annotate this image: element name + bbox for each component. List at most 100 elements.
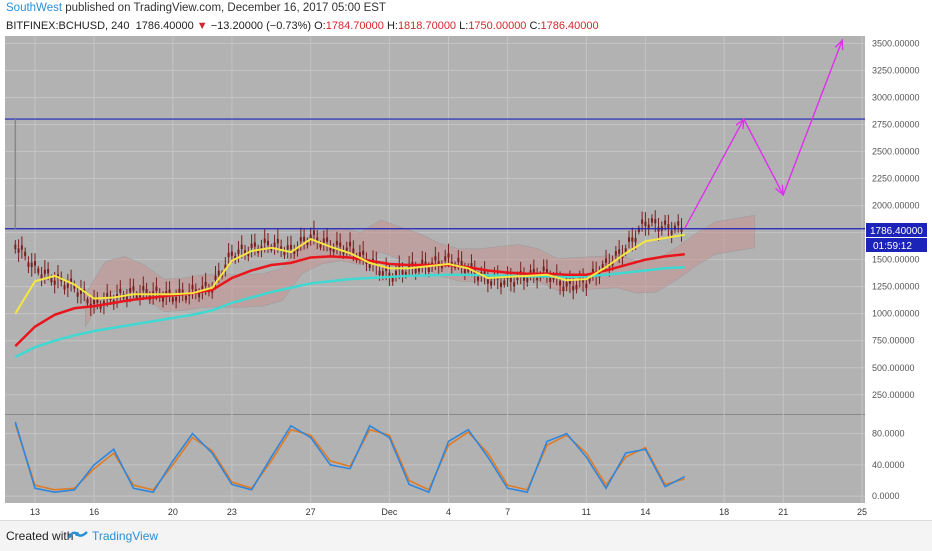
y-tick-label: 3250.00000: [872, 65, 920, 75]
candle-body: [161, 297, 164, 302]
candle-body: [542, 266, 545, 271]
candle-body: [155, 286, 158, 291]
tradingview-link[interactable]: TradingView: [92, 529, 159, 543]
candle-body: [73, 284, 76, 289]
price-badges: 1786.40000 01:59:12: [866, 223, 927, 252]
x-tick-label: 25: [857, 507, 867, 517]
price-panel-bg: [5, 36, 865, 414]
candle-body: [516, 275, 519, 281]
candle-body: [240, 244, 243, 249]
candle-body: [421, 259, 424, 264]
candle-body: [601, 263, 604, 269]
chart-area[interactable]: 250.00000 500.00000 750.00000 1000.00000 125…: [0, 36, 932, 520]
projection-line: [684, 39, 843, 229]
candle-body: [650, 218, 653, 223]
candle-body: [637, 227, 640, 233]
candle-body: [145, 289, 148, 294]
candle-body: [204, 281, 207, 287]
chart-header: SouthWest published on TradingView.com, …: [0, 0, 932, 36]
open-label: O:: [314, 20, 326, 32]
candle-body: [401, 270, 404, 275]
candle-body: [319, 243, 322, 248]
candle-body: [24, 251, 27, 257]
ichimoku-band: [85, 215, 756, 328]
x-tick-label: 7: [505, 507, 510, 517]
candle-body: [191, 285, 194, 290]
last-price-badge: [866, 223, 927, 237]
candle-body: [404, 271, 407, 277]
projection-arrowhead: [834, 38, 844, 51]
candle-body: [70, 278, 73, 283]
candle-body: [175, 296, 178, 302]
candle-body: [181, 289, 184, 295]
candle-body: [316, 237, 319, 242]
candle-body: [634, 238, 637, 243]
candle-body: [565, 282, 568, 287]
candle-body: [14, 244, 17, 249]
y-tick-label: 250.00000: [872, 390, 915, 400]
ichimoku-cloud: [85, 215, 756, 328]
candle-body: [522, 276, 525, 281]
price-axis-labels: 250.00000 500.00000 750.00000 1000.00000 125…: [872, 38, 920, 501]
candle-body: [332, 247, 335, 252]
candle-body: [17, 248, 20, 253]
y-tick-label: 2250.00000: [872, 174, 920, 184]
projection-arrowhead: [735, 117, 745, 130]
candle-body: [381, 271, 384, 276]
candle-body: [657, 227, 660, 232]
y-tick-label: 750.00000: [872, 336, 915, 346]
ema-cyan-line: [14, 265, 685, 359]
candle-body: [224, 264, 227, 270]
candle-body: [283, 250, 286, 256]
candle-body: [306, 240, 309, 246]
candle-body: [135, 293, 138, 299]
candle-body: [312, 230, 315, 235]
x-tick-label: 14: [640, 507, 650, 517]
candle-body: [677, 221, 680, 226]
y-tick-label: 2000.00000: [872, 201, 920, 211]
candle-body: [227, 252, 230, 258]
candle-body: [654, 219, 657, 224]
time-axis: [5, 503, 865, 520]
footer: Created with TradingView: [0, 520, 932, 551]
candle-body: [572, 286, 575, 291]
candle-body: [509, 277, 512, 282]
candle-body: [483, 270, 486, 275]
candle-body: [76, 292, 79, 297]
close-label: C:: [529, 20, 541, 32]
candle-body: [575, 284, 578, 290]
candle-body: [37, 268, 40, 273]
candle-body: [447, 253, 450, 258]
stoch-k-line: [14, 421, 686, 494]
last-price: 1786.40000: [135, 20, 194, 32]
candle-body: [129, 288, 132, 293]
candle-body: [614, 251, 617, 256]
candle-body: [93, 299, 96, 304]
candle-body: [559, 280, 562, 286]
candle-body: [339, 242, 342, 247]
y-tick-label: 2750.00000: [872, 119, 920, 129]
candle-body: [588, 277, 591, 282]
candle-body: [293, 249, 296, 254]
candle-body: [529, 270, 532, 275]
candle-body: [86, 298, 89, 304]
price-axis: [865, 36, 932, 503]
author-link[interactable]: SouthWest: [6, 2, 63, 14]
candle-body: [437, 260, 440, 266]
low-value: 1750.00000: [468, 20, 527, 32]
candle-body: [296, 246, 299, 252]
close-value: 1786.40000: [540, 20, 599, 32]
candle-body: [276, 238, 279, 244]
x-tick-label: 23: [227, 507, 237, 517]
candle-body: [417, 267, 420, 272]
price-change: −13.20000 (−0.73%): [210, 20, 312, 32]
projection-path: [684, 38, 844, 229]
candle-body: [385, 266, 388, 272]
countdown-badge: [866, 238, 927, 252]
candle-body: [460, 260, 463, 266]
chart-svg[interactable]: 250.00000 500.00000 750.00000 1000.00000 125…: [0, 36, 932, 520]
candle-body: [168, 289, 171, 294]
candle-body: [280, 246, 283, 251]
candle-body: [627, 237, 630, 242]
ema-red-line: [14, 252, 685, 348]
